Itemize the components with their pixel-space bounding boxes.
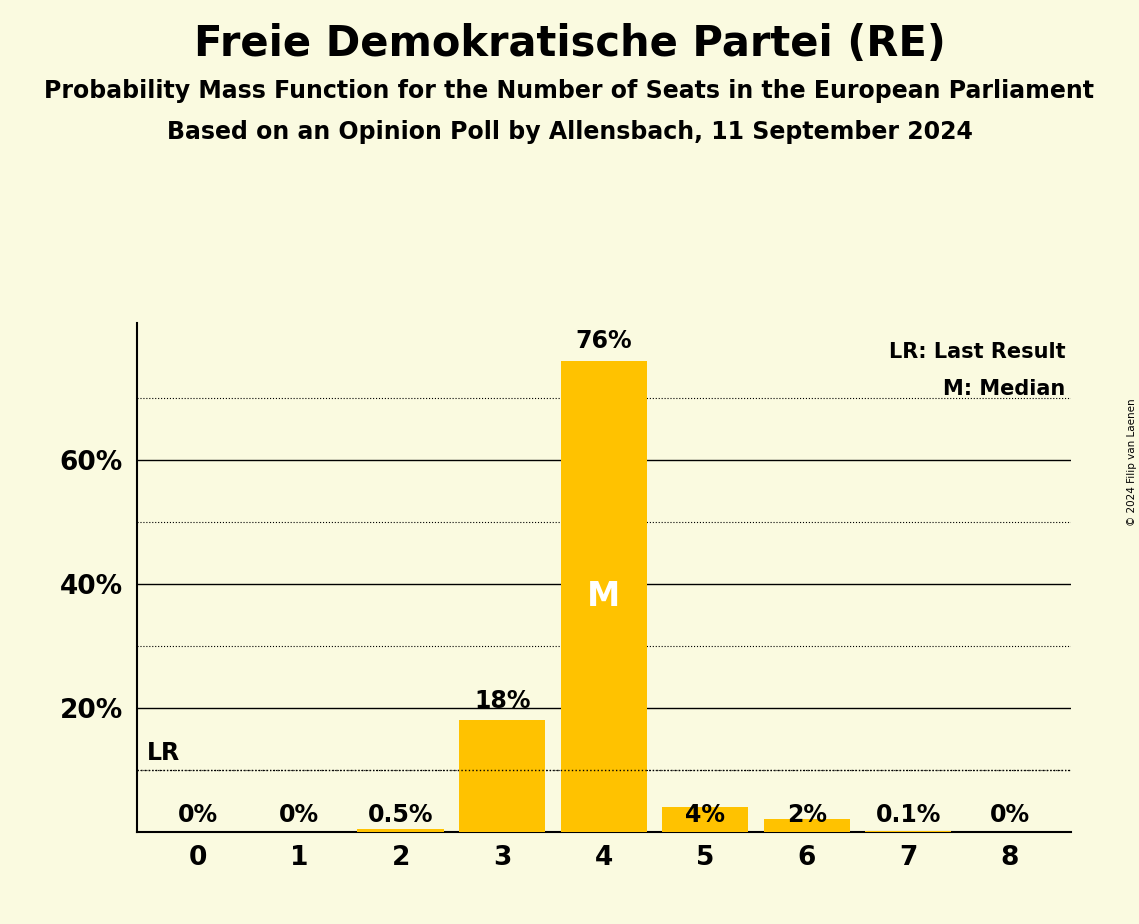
Text: 2%: 2% — [787, 803, 827, 827]
Text: 18%: 18% — [474, 688, 531, 712]
Bar — [459, 720, 546, 832]
Bar — [358, 829, 444, 832]
Text: 0.1%: 0.1% — [876, 803, 941, 827]
Text: LR: LR — [147, 741, 180, 765]
Text: M: Median: M: Median — [943, 379, 1066, 399]
Bar — [763, 820, 850, 832]
Text: Freie Demokratische Partei (RE): Freie Demokratische Partei (RE) — [194, 23, 945, 65]
Text: Based on an Opinion Poll by Allensbach, 11 September 2024: Based on an Opinion Poll by Allensbach, … — [166, 120, 973, 144]
Text: © 2024 Filip van Laenen: © 2024 Filip van Laenen — [1126, 398, 1137, 526]
Text: 0%: 0% — [178, 803, 218, 827]
Text: 0%: 0% — [990, 803, 1030, 827]
Text: 76%: 76% — [575, 329, 632, 353]
Text: M: M — [587, 579, 621, 613]
Bar — [560, 360, 647, 832]
Text: 0.5%: 0.5% — [368, 803, 433, 827]
Text: 0%: 0% — [279, 803, 319, 827]
Text: 4%: 4% — [686, 803, 726, 827]
Text: Probability Mass Function for the Number of Seats in the European Parliament: Probability Mass Function for the Number… — [44, 79, 1095, 103]
Bar — [662, 807, 748, 832]
Text: LR: Last Result: LR: Last Result — [888, 342, 1066, 362]
